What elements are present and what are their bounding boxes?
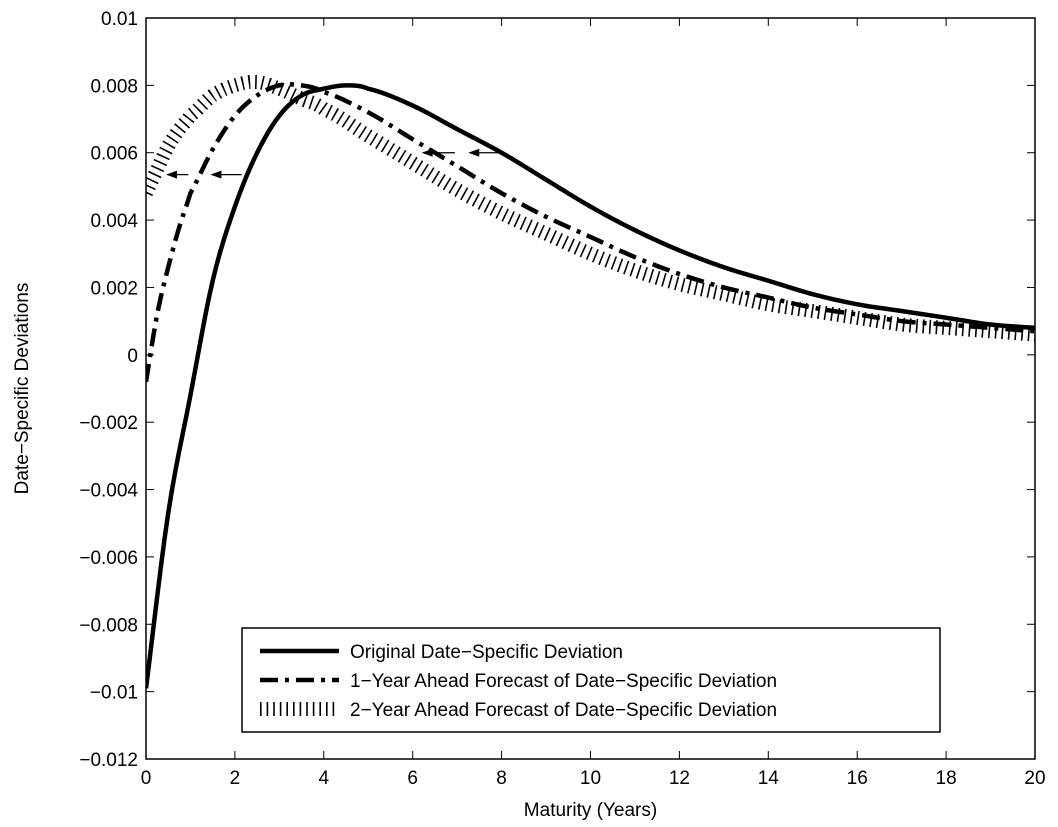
- legend-items: Original Date−Specific Deviation 1−Year A…: [260, 642, 777, 721]
- x-tick-label: 10: [580, 768, 601, 789]
- y-tick-label: −0.004: [79, 481, 138, 502]
- y-tick-label: −0.002: [79, 413, 138, 434]
- legend: Original Date−Specific Deviation 1−Year A…: [241, 627, 941, 733]
- plot-area: 0 2 4 6 8 10 12 14 16 18 20 −0.012 −0.01 −0.008 −0.006…: [79, 9, 1045, 789]
- x-tick-label: 6: [407, 768, 418, 789]
- series-line-2: [146, 82, 1035, 383]
- y-tick-label: −0.012: [79, 750, 138, 771]
- y-tick-label: −0.006: [79, 548, 138, 569]
- shift-arrow-head-icon: [166, 170, 178, 179]
- y-tick-label: 0: [127, 346, 138, 367]
- y-tick-label: −0.01: [90, 683, 138, 704]
- y-axis-label: Date−Specific Deviations: [12, 283, 33, 495]
- x-tick-label: 8: [496, 768, 507, 789]
- tick-layer: 0 2 4 6 8 10 12 14 16 18 20 −0.012 −0.01 −0.008 −0.006…: [79, 9, 1045, 789]
- x-tick-label: 18: [936, 768, 957, 789]
- x-axis-label: Maturity (Years): [524, 800, 657, 821]
- x-tick-label: 14: [758, 768, 780, 789]
- y-tick-label: 0.002: [90, 278, 138, 299]
- x-tick-label: 0: [141, 768, 152, 789]
- shift-arrow-head-icon: [468, 148, 480, 157]
- y-tick-label: −0.008: [79, 615, 138, 636]
- x-tick-label: 16: [847, 768, 868, 789]
- series-line-1: [146, 83, 1035, 689]
- x-tick-label: 2: [230, 768, 241, 789]
- shift-arrow-head-icon: [210, 170, 222, 179]
- legend-label-2: 1−Year Ahead Forecast of Date−Specific D…: [350, 671, 777, 692]
- legend-label-3: 2−Year Ahead Forecast of Date−Specific D…: [350, 700, 777, 721]
- y-tick-label: 0.006: [90, 144, 138, 165]
- y-tick-label: 0.01: [101, 9, 138, 30]
- series-layer: [146, 74, 1035, 689]
- legend-frame: [241, 627, 941, 733]
- annotation-layer: [166, 148, 504, 179]
- legend-label-1: Original Date−Specific Deviation: [350, 642, 623, 663]
- x-tick-label: 12: [669, 768, 690, 789]
- y-tick-label: 0.008: [90, 76, 138, 97]
- x-tick-label: 4: [319, 768, 330, 789]
- y-tick-label: 0.004: [90, 211, 138, 232]
- shift-arrow-head-icon: [421, 148, 433, 157]
- x-tick-label: 20: [1024, 768, 1045, 789]
